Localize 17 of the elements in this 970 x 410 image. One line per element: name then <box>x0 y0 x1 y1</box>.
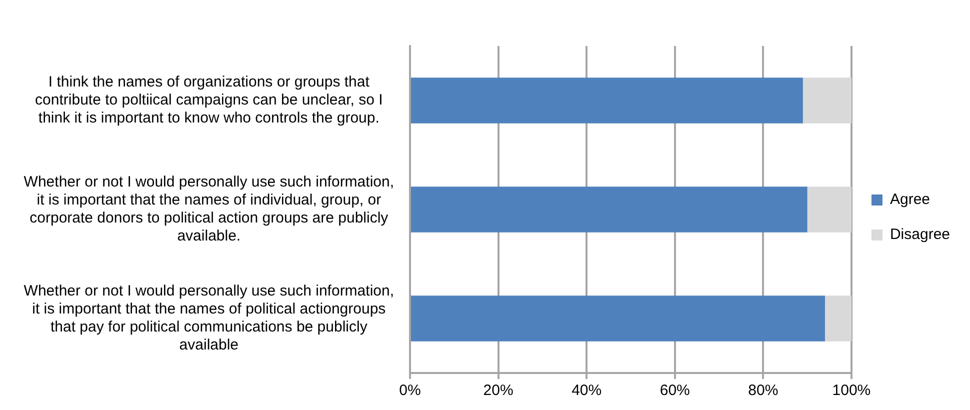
bar <box>411 186 808 232</box>
x-tick-label: 0% <box>399 382 421 400</box>
bar <box>802 78 852 124</box>
bar <box>411 78 803 124</box>
legend-label: Disagree <box>890 226 950 244</box>
x-tick-label: 100% <box>832 382 871 400</box>
x-tick-label: 20% <box>483 382 514 400</box>
bar <box>807 186 852 232</box>
x-tick-label: 60% <box>660 382 690 400</box>
x-tick-label: 80% <box>748 382 778 400</box>
x-tick-label: 40% <box>572 382 602 400</box>
y-tick-label: I think the names of organizations or groups that contribute to poltiical campaigns can be unclear, so I think it is important to know who controls the group. <box>35 74 383 127</box>
bar <box>411 296 825 342</box>
legend-label: Agree <box>890 191 930 208</box>
y-tick-label: Whether or not I would personally use such information, it is important that the names of individual, group, or corporate donors to political action groups are publicly available. <box>24 174 394 245</box>
bar <box>824 296 852 342</box>
y-tick-label: Whether or not I would personally use such information, it is important that the names of political actiongroups that pay for political communications be publicly available <box>24 282 394 354</box>
